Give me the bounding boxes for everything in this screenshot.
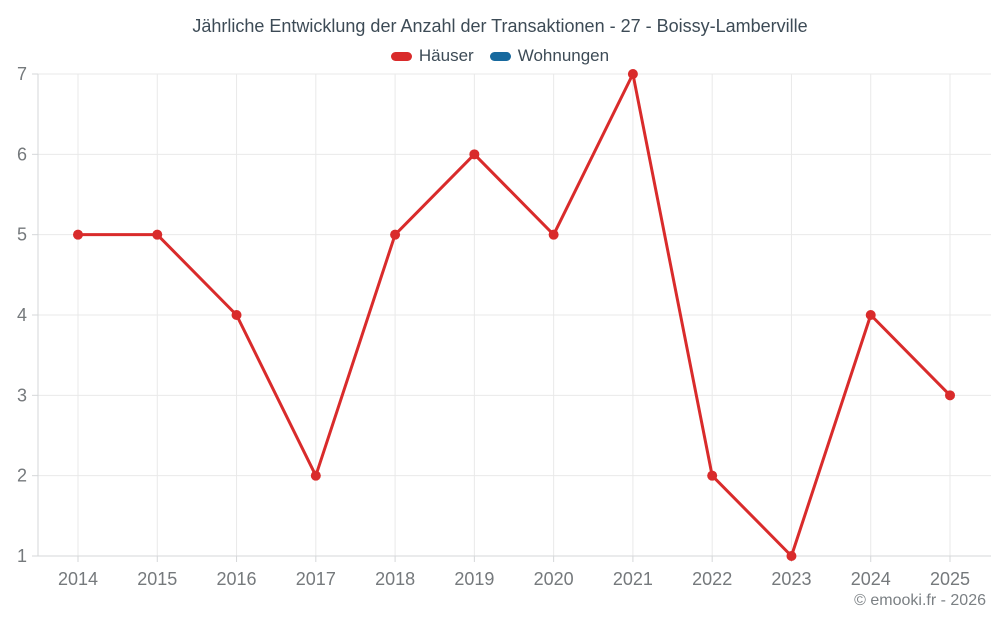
x-axis-tick-label: 2025	[930, 569, 970, 589]
data-point[interactable]	[548, 229, 559, 240]
data-point[interactable]	[231, 310, 242, 320]
x-axis-tick-label: 2018	[375, 569, 415, 589]
data-point[interactable]	[945, 390, 955, 401]
x-axis-tick-label: 2022	[692, 569, 732, 589]
legend-swatch-haeuser-icon	[390, 51, 412, 61]
data-point[interactable]	[469, 149, 480, 160]
data-point[interactable]	[152, 229, 163, 240]
data-point[interactable]	[707, 470, 718, 481]
copyright: © emooki.fr - 2026	[854, 592, 986, 609]
y-axis-tick-label: 1	[17, 546, 27, 566]
y-axis-tick-label: 3	[17, 385, 27, 405]
legend-item-haeuser[interactable]: Häuser	[390, 46, 474, 66]
x-axis-tick-label: 2023	[771, 569, 811, 589]
x-axis-tick-label: 2016	[217, 569, 257, 589]
x-axis-tick-label: 2015	[137, 569, 177, 589]
x-axis-tick-label: 2021	[613, 569, 653, 589]
legend-label-haeuser: Häuser	[418, 46, 474, 65]
data-point[interactable]	[73, 229, 83, 240]
x-axis-tick-label: 2014	[58, 569, 98, 589]
y-axis-tick-label: 5	[17, 225, 27, 245]
data-point[interactable]	[865, 310, 876, 320]
x-axis-tick-label: 2024	[851, 569, 891, 589]
data-point[interactable]	[627, 69, 638, 79]
series-line	[76, 72, 952, 558]
legend: Häuser Wohnungen	[0, 46, 1000, 66]
y-axis-tick-label: 4	[17, 305, 27, 325]
data-point[interactable]	[390, 229, 401, 240]
legend-item-wohnungen[interactable]: Wohnungen	[489, 46, 610, 66]
y-axis-tick-label: 2	[17, 466, 27, 486]
legend-label-wohnungen: Wohnungen	[517, 46, 610, 65]
y-axis-tick-label: 6	[17, 144, 27, 164]
x-axis-tick-label: 2017	[296, 569, 336, 589]
x-axis-tick-label: 2020	[534, 569, 574, 589]
y-axis-tick-label: 7	[17, 64, 27, 84]
data-point[interactable]	[786, 551, 797, 561]
legend-swatch-wohnungen-icon	[489, 51, 511, 61]
data-point[interactable]	[310, 470, 321, 481]
x-axis-tick-label: 2019	[454, 569, 494, 589]
chart-title: Jährliche Entwicklung der Anzahl der Tra…	[192, 16, 808, 36]
